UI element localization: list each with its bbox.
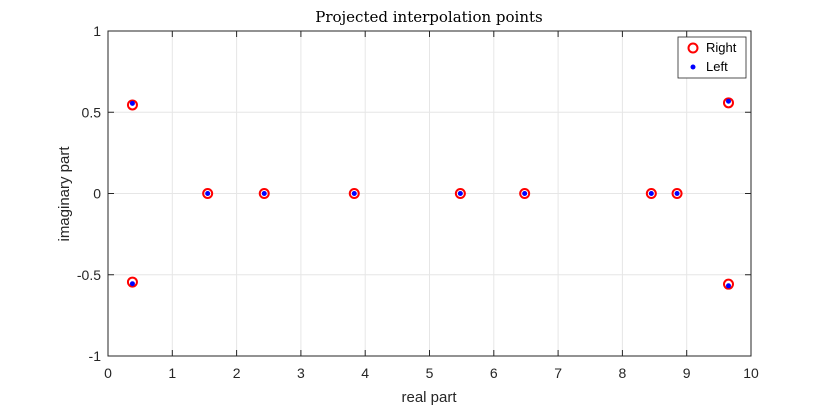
x-tick-label: 0	[104, 365, 112, 381]
x-tick-label: 5	[426, 365, 434, 381]
x-tick-label: 10	[743, 365, 759, 381]
grid-lines	[108, 31, 751, 356]
legend-marker-left	[690, 64, 696, 70]
legend-label-left: Left	[706, 59, 728, 74]
data-point-left	[674, 191, 680, 196]
data-point-right	[202, 188, 214, 199]
data-point-left	[261, 191, 267, 196]
x-tick-label: 8	[619, 365, 627, 381]
data-point-right	[258, 188, 270, 199]
x-tick-label: 1	[168, 365, 176, 381]
data-point-left	[205, 191, 211, 196]
x-tick-label: 4	[361, 365, 369, 381]
y-tick-label: -0.5	[77, 267, 101, 283]
y-tick-label: 1	[93, 23, 101, 39]
data-point-right	[645, 188, 657, 199]
data-point-right	[519, 188, 531, 199]
legend-label-right: Right	[706, 40, 737, 55]
legend-marker-right	[687, 42, 699, 54]
x-axis-ticks: 0 1 2 3 4 5 6 7 8 9 10	[104, 31, 759, 381]
x-tick-label: 9	[683, 365, 691, 381]
data-points	[126, 97, 734, 290]
y-tick-label: 0	[93, 186, 101, 202]
y-axis-label: imaginary part	[56, 146, 73, 242]
data-point-right	[126, 276, 138, 288]
legend-box	[677, 36, 747, 79]
data-point-left	[725, 98, 731, 104]
data-point-right	[348, 188, 360, 199]
data-point-right	[126, 99, 138, 111]
data-point-left	[457, 191, 463, 196]
data-point-right	[722, 278, 734, 290]
data-point-left	[522, 191, 528, 196]
x-tick-label: 3	[297, 365, 305, 381]
data-point-right	[722, 97, 734, 109]
y-tick-label: 0.5	[82, 104, 102, 120]
data-point-left	[129, 281, 135, 287]
data-point-right	[454, 188, 466, 199]
y-tick-label: -1	[89, 348, 102, 364]
x-tick-label: 6	[490, 365, 498, 381]
x-tick-label: 7	[554, 365, 562, 381]
data-point-left	[351, 191, 357, 196]
legend: Right Left	[677, 36, 747, 79]
x-axis-label: real part	[401, 389, 457, 406]
x-tick-label: 2	[233, 365, 241, 381]
data-point-left	[129, 100, 135, 106]
y-axis-ticks: -1 -0.5 0 0.5 1	[77, 23, 751, 364]
data-point-left	[648, 191, 654, 196]
chart-title: Projected interpolation points	[315, 8, 543, 26]
data-point-left	[725, 283, 731, 289]
data-point-right	[671, 188, 683, 199]
